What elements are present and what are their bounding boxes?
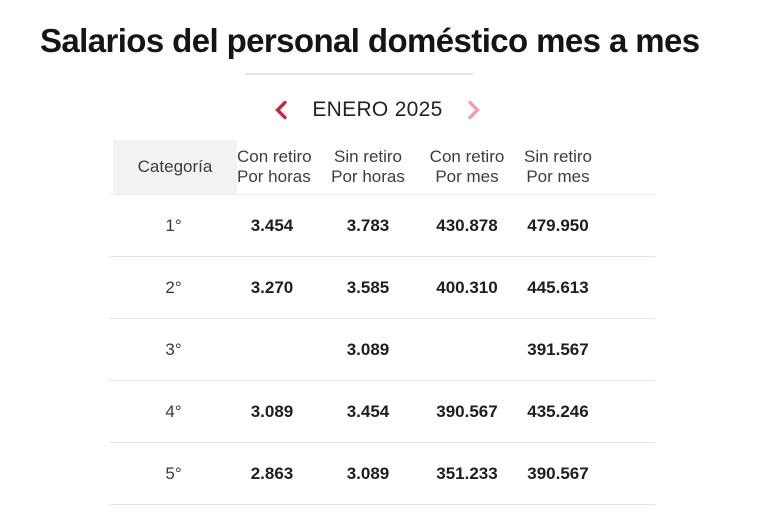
table-row: 2° 3.270 3.585 400.310 445.613 <box>110 257 655 319</box>
value-cell: 390.567 <box>436 401 498 421</box>
category-cell: 4° <box>165 401 182 421</box>
title-divider <box>245 73 473 75</box>
column-header-categoria: Categoría <box>113 140 237 194</box>
column-header-sin-retiro-horas: Sin retiro Por horas <box>307 147 429 187</box>
month-label: ENERO 2025 <box>312 98 443 121</box>
prev-month-button[interactable] <box>270 97 292 123</box>
category-cell: 5° <box>165 463 182 483</box>
column-header-line: Por horas <box>331 167 405 186</box>
column-header-line: Sin retiro <box>523 147 593 166</box>
value-cell: 351.233 <box>436 463 498 483</box>
category-cell: 3° <box>165 339 182 359</box>
table-row: 1° 3.454 3.783 430.878 479.950 <box>110 195 655 257</box>
value-cell: 3.089 <box>346 463 390 483</box>
salary-table: Categoría Con retiro Por horas Sin retir… <box>110 140 655 505</box>
table-row: 3° 3.089 391.567 <box>110 319 655 381</box>
value-cell: 2.863 <box>250 463 294 483</box>
chevron-right-icon <box>468 100 480 120</box>
value-cell: 390.567 <box>527 463 589 483</box>
category-cell: 2° <box>165 277 182 297</box>
table-row: 5° 2.863 3.089 351.233 390.567 <box>110 443 655 505</box>
value-cell: 3.585 <box>346 277 390 297</box>
value-cell: 391.567 <box>527 339 589 359</box>
category-cell: 1° <box>165 215 182 235</box>
table-header-row: Categoría Con retiro Por horas Sin retir… <box>110 140 655 195</box>
value-cell: 430.878 <box>436 215 498 235</box>
value-cell: 435.246 <box>527 401 589 421</box>
value-cell: 3.270 <box>250 277 294 297</box>
value-cell: 3.783 <box>346 215 390 235</box>
value-cell: 3.089 <box>250 401 294 421</box>
value-cell: 400.310 <box>436 277 498 297</box>
month-navigation: ENERO 2025 <box>270 94 485 126</box>
column-header-line: Por mes <box>435 167 499 186</box>
next-month-button[interactable] <box>463 97 485 123</box>
column-header-con-retiro-horas: Con retiro Por horas <box>237 147 312 187</box>
column-header-line: Con retiro <box>237 147 312 166</box>
column-header-sin-retiro-mes: Sin retiro Por mes <box>505 147 611 187</box>
chevron-left-icon <box>275 100 287 120</box>
column-header-line: Con retiro <box>429 147 505 166</box>
table-row: 4° 3.089 3.454 390.567 435.246 <box>110 381 655 443</box>
value-cell: 479.950 <box>527 215 589 235</box>
value-cell: 3.454 <box>346 401 390 421</box>
value-cell: 3.454 <box>250 215 294 235</box>
column-header-line: Por horas <box>237 167 311 186</box>
column-header-line: Sin retiro <box>333 147 403 166</box>
column-header-line: Por mes <box>526 167 590 186</box>
value-cell: 3.089 <box>346 339 390 359</box>
column-header-con-retiro-mes: Con retiro Por mes <box>429 147 505 187</box>
value-cell: 445.613 <box>527 277 589 297</box>
page-title: Salarios del personal doméstico mes a me… <box>40 22 700 59</box>
